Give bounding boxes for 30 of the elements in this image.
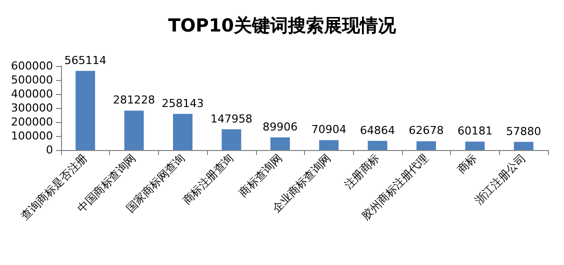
bar <box>124 110 144 150</box>
data-label: 64864 <box>360 124 396 137</box>
y-tick-label: 500000 <box>10 74 53 86</box>
data-label: 281228 <box>113 94 156 107</box>
bar <box>222 129 242 150</box>
y-tick-label: 0 <box>46 144 53 156</box>
data-label: 258143 <box>162 96 204 110</box>
chart-title: TOP10关键词搜索展现情况 <box>168 16 397 36</box>
data-label: 565114 <box>64 54 106 67</box>
bar <box>319 140 339 150</box>
y-tick-label: 400000 <box>10 88 53 100</box>
bar <box>173 114 192 150</box>
x-tick-label: 商标 <box>454 151 480 176</box>
data-label: 89906 <box>262 120 298 134</box>
data-label: 57880 <box>506 124 542 138</box>
data-label: 147958 <box>210 112 252 126</box>
data-label: 70904 <box>311 123 346 136</box>
bar <box>416 141 436 150</box>
data-label: 62678 <box>408 124 444 138</box>
bar <box>76 70 96 150</box>
y-tick-label: 100000 <box>10 130 53 142</box>
y-tick-label: 200000 <box>10 116 53 128</box>
bar <box>465 142 485 150</box>
bar <box>368 140 388 150</box>
y-tick-label: 300000 <box>10 102 53 114</box>
x-tick-label: 注册商标 <box>342 151 382 192</box>
bar <box>514 142 534 150</box>
bar <box>270 137 290 150</box>
y-tick-label: 600000 <box>10 60 53 72</box>
data-label: 60181 <box>457 124 492 138</box>
